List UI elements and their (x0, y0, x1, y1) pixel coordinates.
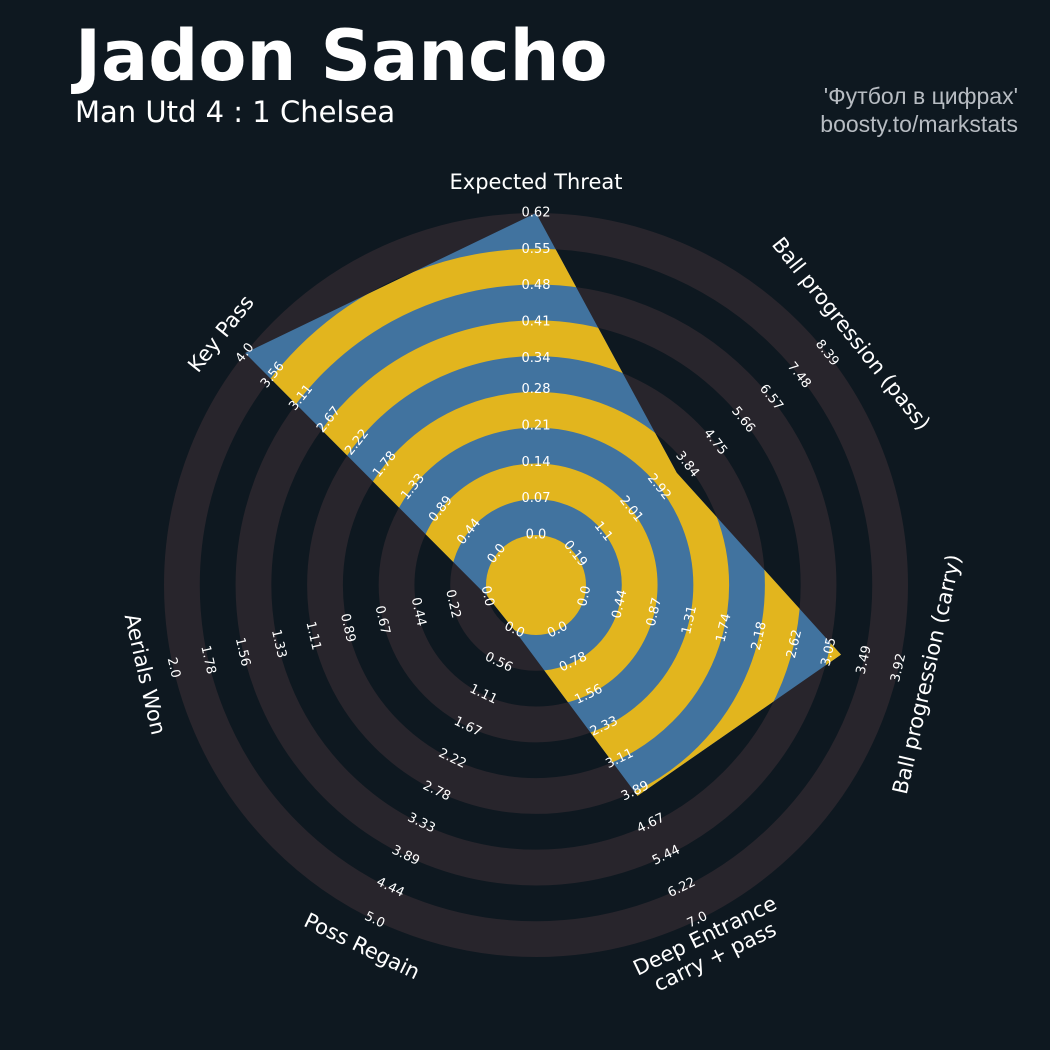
tick-label: 3.49 (854, 644, 875, 676)
axis-label: Expected Threat (450, 170, 623, 194)
axis-label-line: Expected Threat (450, 170, 623, 194)
tick-label: 1.74 (714, 612, 735, 644)
tick-label: 3.05 (818, 636, 839, 668)
tick-label: 1.31 (679, 604, 700, 636)
tick-label: 0.0 (575, 584, 594, 608)
tick-label: 0.34 (522, 351, 551, 366)
tick-label: 0.0 (478, 584, 497, 608)
tick-label: 0.62 (522, 206, 551, 221)
tick-label: 2.18 (749, 620, 770, 652)
tick-label: 0.55 (522, 242, 551, 257)
inner-ring (245, 248, 842, 796)
tick-label: 0.89 (337, 612, 358, 644)
tick-label: 0.0 (526, 528, 547, 543)
tick-label: 0.14 (522, 455, 551, 470)
subtitle: Man Utd 4 : 1 Chelsea (75, 95, 395, 129)
tick-label: 1.56 (232, 636, 253, 668)
tick-label: 3.92 (888, 652, 909, 684)
tick-label: 2.0 (164, 656, 183, 680)
tick-label: 0.22 (442, 588, 463, 620)
tick-label: 0.21 (522, 418, 551, 433)
tick-label: 0.44 (408, 596, 429, 628)
credit: 'Футбол в цифрах' (824, 83, 1018, 109)
tick-label: 0.67 (372, 604, 393, 636)
tick-label: 2.62 (784, 628, 805, 660)
tick-label: 1.11 (302, 620, 323, 652)
credit: boosty.to/markstats (820, 111, 1018, 137)
tick-label: 0.07 (522, 491, 551, 506)
tick-label: 0.41 (522, 315, 551, 330)
tick-label: 0.28 (522, 382, 551, 397)
tick-label: 1.78 (197, 644, 218, 676)
tick-label: 1.33 (268, 628, 289, 660)
tick-label: 0.48 (522, 278, 551, 293)
tick-label: 0.87 (644, 596, 665, 628)
title: Jadon Sancho (71, 15, 608, 97)
tick-label: 0.44 (609, 588, 630, 620)
inner-disc (486, 535, 586, 635)
